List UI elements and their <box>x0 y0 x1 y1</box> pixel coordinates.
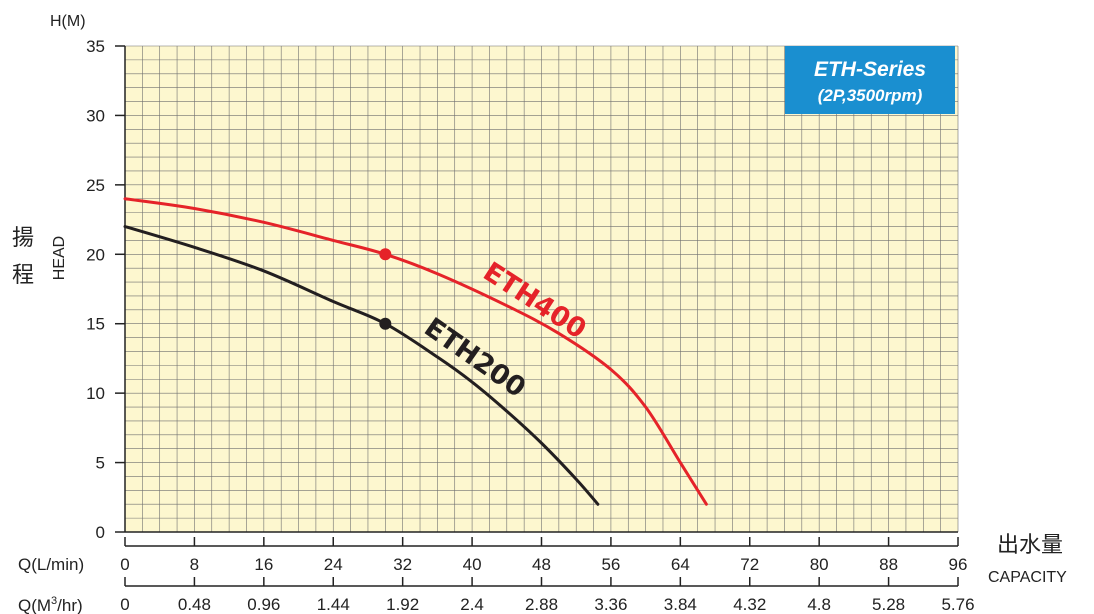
x-tick-label-secondary: 3.36 <box>594 595 627 614</box>
x-tick-label-secondary: 5.76 <box>941 595 974 614</box>
series-legend-box: ETH-Series (2P,3500rpm) <box>785 46 955 114</box>
x-tick-label-secondary: 4.8 <box>807 595 831 614</box>
x-axis-label-cn: 出水量 <box>997 533 1063 558</box>
x-tick-label-primary: 48 <box>532 555 551 574</box>
x-ticks-primary: 0 8 16 24 32 40 48 56 64 72 80 88 96 <box>120 537 967 574</box>
x-tick-label-primary: 16 <box>254 555 273 574</box>
x-tick-label-primary: 24 <box>324 555 343 574</box>
x-tick-label-primary: 0 <box>120 555 129 574</box>
axes <box>124 46 958 533</box>
y-tick-label: 10 <box>86 384 105 403</box>
x-tick-label-primary: 64 <box>671 555 690 574</box>
x-tick-label-primary: 72 <box>740 555 759 574</box>
y-axis-label-cn-2: 程 <box>12 263 34 288</box>
x-tick-label-secondary: 0 <box>120 595 129 614</box>
y-axis-label-cn-1: 揚 <box>12 226 34 251</box>
y-tick-label: 25 <box>86 176 105 195</box>
x-tick-label-secondary: 3.84 <box>664 595 697 614</box>
series-box-title: ETH-Series <box>814 58 926 81</box>
x-axis-primary-label: Q(L/min) <box>18 555 84 574</box>
y-tick-label: 35 <box>86 37 105 56</box>
x-tick-label-primary: 56 <box>601 555 620 574</box>
x-tick-label-secondary: 1.92 <box>386 595 419 614</box>
x-tick-label-primary: 96 <box>949 555 968 574</box>
y-axis-title: H(M) <box>50 13 86 30</box>
x-tick-label-secondary: 2.88 <box>525 595 558 614</box>
x-tick-label-primary: 40 <box>463 555 482 574</box>
series-line-eth200 <box>123 225 600 506</box>
x-tick-label-secondary: 1.44 <box>317 595 350 614</box>
x-tick-label-primary: 88 <box>879 555 898 574</box>
x-tick-label-secondary: 0.48 <box>178 595 211 614</box>
y-tick-label: 20 <box>86 245 105 264</box>
y-ticks: 0 5 10 15 20 25 30 35 <box>86 37 125 542</box>
series-box-bg <box>785 46 955 114</box>
series-marker-eth200 <box>379 317 392 330</box>
series-marker-eth400 <box>379 248 392 261</box>
y-tick-label: 15 <box>86 315 105 334</box>
grid <box>124 45 959 533</box>
x-tick-label-secondary: 5.28 <box>872 595 905 614</box>
y-tick-label: 0 <box>96 523 105 542</box>
series-line-eth400 <box>123 197 708 506</box>
y-axis-label-en: HEAD <box>51 236 68 280</box>
y-tick-label: 30 <box>86 106 105 125</box>
series-box-subtitle: (2P,3500rpm) <box>818 86 923 105</box>
x-axis-label-en: CAPACITY <box>988 569 1067 586</box>
x-tick-label-secondary: 2.4 <box>460 595 484 614</box>
x-tick-label-primary: 8 <box>190 555 199 574</box>
x-tick-label-primary: 80 <box>810 555 829 574</box>
x-tick-label-secondary: 0.96 <box>247 595 280 614</box>
x-tick-label-secondary: 4.32 <box>733 595 766 614</box>
x-axis-secondary-label: Q(M3/hr) <box>18 595 83 614</box>
y-tick-label: 5 <box>96 454 105 473</box>
x-ticks-secondary: 0 0.48 0.96 1.44 1.92 2.4 2.88 3.36 3.84 4.32 4.8 5… <box>120 577 975 614</box>
x-tick-label-primary: 32 <box>393 555 412 574</box>
